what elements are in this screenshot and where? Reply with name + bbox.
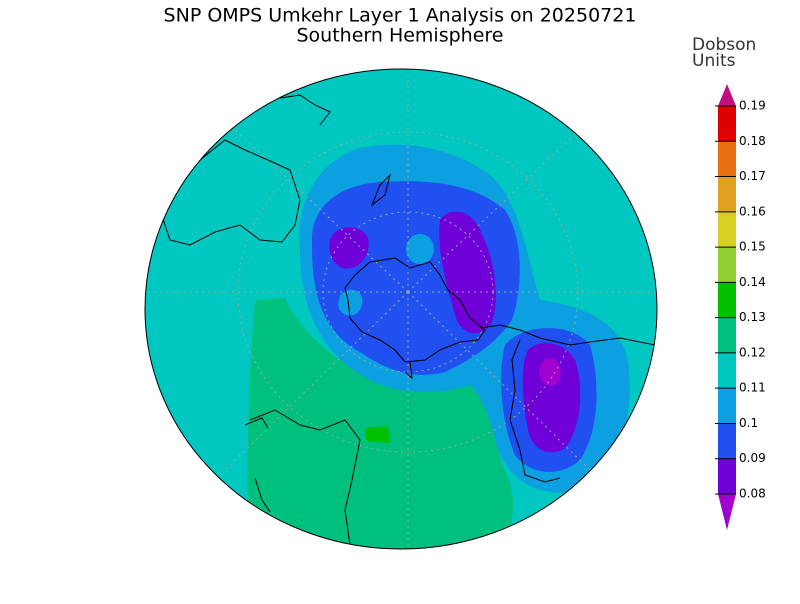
contour-magenta bbox=[539, 358, 561, 386]
colorbar: 0.08 0.09 0.1 0.11 0.12 0.13 0.14 0.15 0.16 0.17 0… bbox=[715, 84, 766, 530]
graticule bbox=[145, 69, 657, 549]
colorbar-tick-label: 0.11 bbox=[739, 381, 766, 395]
contour-purple bbox=[329, 227, 369, 269]
africa-coast bbox=[249, 409, 361, 546]
contour-hole bbox=[338, 289, 363, 316]
coast bbox=[404, 361, 413, 380]
colorbar-label: Dobson bbox=[692, 35, 756, 55]
colorbar-segment bbox=[718, 176, 736, 212]
colorbar-tick-label: 0.19 bbox=[739, 99, 766, 113]
antarctica-coast bbox=[344, 257, 486, 363]
colorbar-segment bbox=[718, 458, 736, 494]
colorbar-tick-label: 0.1 bbox=[739, 416, 758, 430]
colorbar-segment bbox=[718, 211, 736, 248]
colorbar-segment bbox=[718, 317, 736, 353]
contour-bright-green bbox=[365, 426, 390, 443]
colorbar-tick-label: 0.18 bbox=[739, 134, 766, 148]
colorbar-segment bbox=[718, 141, 736, 177]
new-zealand-coast bbox=[370, 173, 391, 207]
colorbar-segment bbox=[718, 247, 736, 283]
colorbar-triangle bbox=[718, 494, 736, 530]
south-america-coast bbox=[479, 324, 656, 346]
colorbar-tick-label: 0.09 bbox=[739, 451, 766, 465]
colorbar-tick-label: 0.14 bbox=[739, 275, 766, 289]
title: SNP OMPS Umkehr Layer 1 Analysis on 2025… bbox=[164, 5, 637, 27]
colorbar-tick-label: 0.15 bbox=[739, 240, 766, 254]
subtitle: Southern Hemisphere bbox=[296, 25, 503, 47]
madagascar-coast bbox=[244, 417, 269, 429]
contour-purple bbox=[439, 211, 496, 334]
colorbar-segment bbox=[718, 388, 736, 424]
meridian bbox=[224, 291, 409, 471]
colorbar-segment bbox=[718, 106, 736, 142]
coastlines bbox=[159, 94, 656, 546]
colorbar-segment bbox=[718, 423, 736, 459]
colorbar-triangle bbox=[718, 84, 736, 106]
colorbar-tick-label: 0.12 bbox=[739, 345, 766, 359]
meridian bbox=[407, 291, 591, 471]
coast bbox=[254, 477, 271, 513]
map-disc bbox=[145, 69, 657, 549]
colorbar-tick-label: 0.13 bbox=[739, 310, 766, 324]
south-america-coast bbox=[509, 339, 561, 483]
contour-purple bbox=[522, 343, 581, 453]
colorbar-tick-label: 0.17 bbox=[739, 169, 766, 183]
colorbar-tick-label: 0.16 bbox=[739, 204, 766, 218]
contour-hole bbox=[406, 234, 434, 264]
colorbar-segment bbox=[718, 352, 736, 389]
colorbar-tick-label: 0.08 bbox=[739, 487, 766, 501]
colorbar-label: Units bbox=[692, 51, 736, 71]
australia-coast bbox=[159, 139, 301, 246]
colorbar-segment bbox=[718, 282, 736, 318]
map-border bbox=[144, 68, 658, 550]
coast bbox=[279, 94, 331, 126]
